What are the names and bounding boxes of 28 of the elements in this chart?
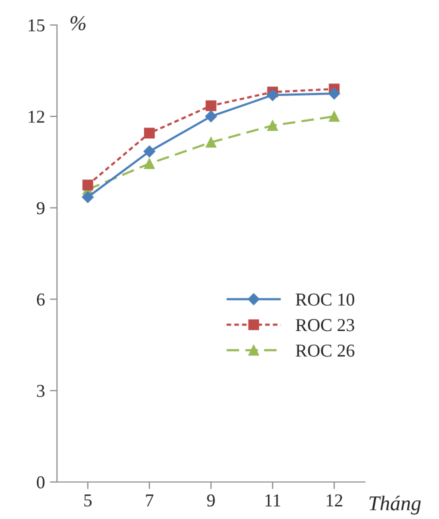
y-tick-label: 15 <box>28 19 44 32</box>
y-tick-label: 12 <box>28 110 44 123</box>
point <box>267 120 278 131</box>
y-tick-label: 0 <box>36 476 45 488</box>
legend-label: ROC 26 <box>296 344 354 357</box>
x-axis-title: Tháng <box>369 496 421 515</box>
y-axis-title: % <box>70 16 86 30</box>
point <box>143 146 156 158</box>
x-tick-label: 11 <box>266 494 280 506</box>
point <box>266 89 279 101</box>
y-tick-label: 6 <box>36 294 45 306</box>
point <box>328 111 340 122</box>
x-tick-label: 5 <box>84 494 92 507</box>
y-tick-label: 3 <box>37 384 44 398</box>
point <box>82 180 94 190</box>
point <box>144 158 155 170</box>
legend-label: ROC 10 <box>296 294 354 306</box>
x-tick-label: 7 <box>146 494 154 506</box>
point <box>205 110 217 122</box>
point <box>206 100 216 112</box>
y-tick-label: 9 <box>36 202 44 214</box>
x-tick-label: 9 <box>207 494 215 507</box>
point <box>144 128 155 139</box>
point <box>206 136 216 148</box>
point <box>328 88 340 100</box>
point <box>82 191 94 204</box>
legend-label: ROC 23 <box>296 319 354 332</box>
x-tick-label: 12 <box>326 494 342 506</box>
